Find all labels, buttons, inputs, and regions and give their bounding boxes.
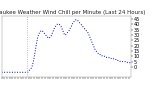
Title: Milwaukee Weather Wind Chill per Minute (Last 24 Hours): Milwaukee Weather Wind Chill per Minute … [0, 10, 146, 15]
